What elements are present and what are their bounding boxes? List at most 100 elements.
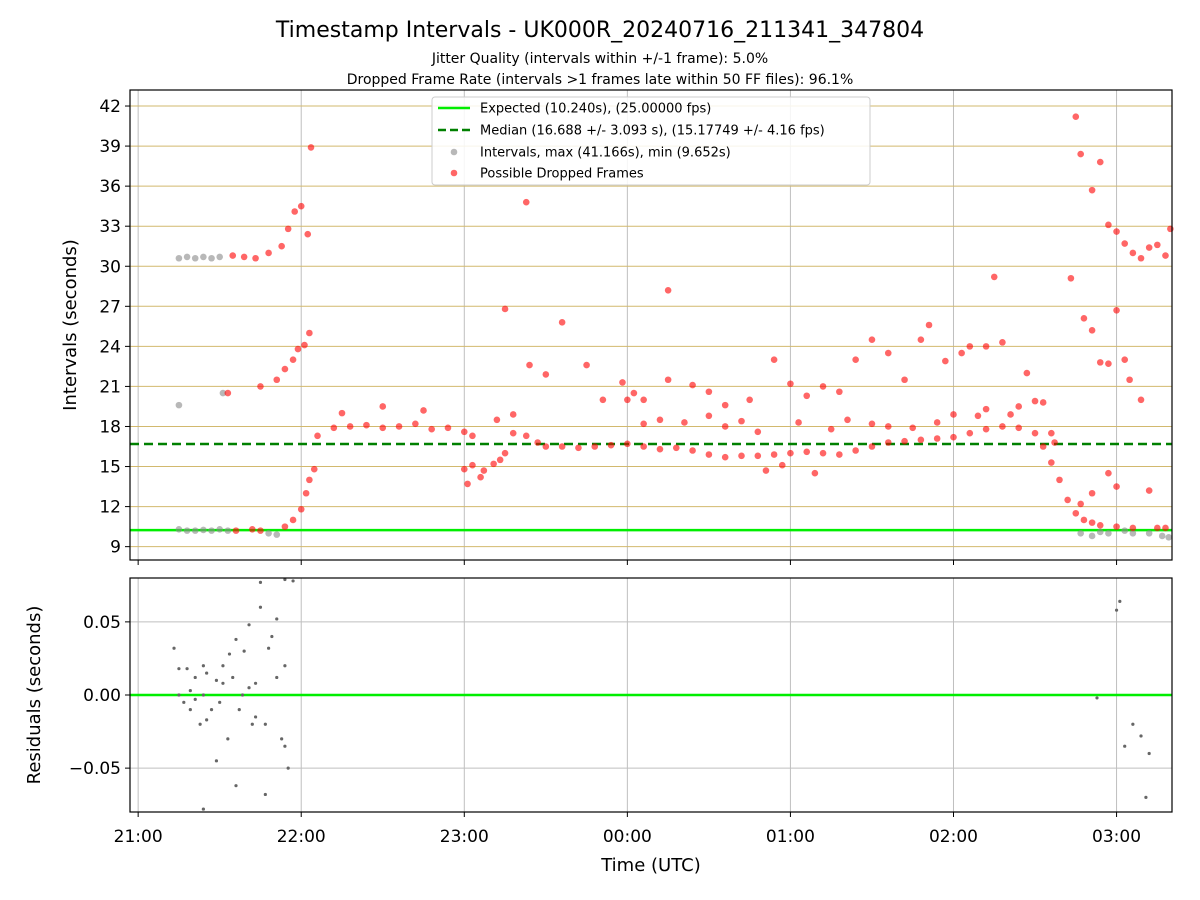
dropped-frame-point [1039,443,1047,450]
dropped-frame-point [966,429,974,437]
dropped-frame-point [827,425,835,433]
residual-point [1118,599,1122,604]
dropped-frame-point [1023,369,1031,377]
chart-subtitle-dropped: Dropped Frame Rate (intervals >1 frames … [347,72,854,88]
dropped-frame-point [705,451,713,458]
dropped-frame-point [778,461,786,469]
top-ytick-label: 9 [110,538,121,558]
bottom-ytick-label: −0.05 [69,759,121,779]
residual-point [291,579,295,583]
dropped-frame-point [884,439,892,446]
interval-point [1121,527,1129,534]
dropped-frame-point [297,505,305,513]
dropped-frame-point [379,403,387,410]
interval-point [208,254,215,262]
dropped-frame-point [1137,396,1145,404]
dropped-frame-point [624,440,631,448]
dropped-frame-point [982,425,990,433]
dropped-frame-point [795,419,802,426]
top-ytick-label: 27 [99,297,121,317]
legend-median-label: Median (16.688 +/- 3.093 s), (15.17749 +… [480,124,825,139]
dropped-frame-point [1031,429,1039,437]
dropped-frame-point [291,208,298,215]
top-ytick-label: 33 [99,217,121,237]
dropped-frame-point [428,425,435,433]
dropped-frame-point [1126,376,1133,384]
dropped-frame-point [1145,244,1153,251]
dropped-frame-point [640,420,647,428]
dropped-frame-point [819,449,827,457]
residual-point [201,664,205,668]
top-ytick-label: 12 [99,498,121,518]
dropped-frame-point [477,473,484,481]
xtick-label: 01:00 [766,827,815,847]
dropped-frame-point [304,230,312,238]
dropped-frame-point [395,423,403,430]
dropped-frame-point [1067,274,1075,282]
interval-point [175,401,183,409]
residual-point [201,693,205,697]
residual-point [172,646,176,650]
dropped-frame-point [844,416,851,424]
residual-point [286,766,290,770]
dropped-frame-point [1105,360,1112,368]
dropped-frame-point [1048,459,1055,466]
dropped-frame-point [630,389,638,397]
dropped-frame-point [607,441,615,449]
bottom-ylabel: Residuals (seconds) [24,606,45,785]
dropped-frame-point [868,443,876,450]
residual-point [263,792,267,797]
dropped-frame-point [363,421,370,429]
residual-point [234,637,238,642]
residual-point [1095,696,1099,700]
dropped-frame-point [1080,315,1088,322]
dropped-frame-point [583,361,590,369]
dropped-frame-point [307,144,315,151]
dropped-frame-point [917,436,925,444]
dropped-frame-point [301,341,308,349]
dropped-frame-point [1167,225,1174,233]
dropped-frame-point [705,388,713,396]
residual-point [205,718,209,722]
dropped-frame-point [836,451,843,458]
residual-point [270,634,274,639]
dropped-frame-point [490,460,497,468]
dropped-frame-point [754,428,762,436]
dropped-frame-point [746,396,753,404]
dropped-frame-point [999,339,1006,346]
dropped-frame-point [509,411,517,418]
interval-point [1165,534,1173,541]
dropped-frame-point [558,443,566,450]
dropped-frame-point [265,249,272,257]
dropped-frame-point [1105,221,1112,229]
dropped-frame-point [1162,252,1169,259]
residual-point [182,700,186,704]
residual-point [258,605,263,609]
dropped-frame-point [526,361,533,369]
dropped-frame-point [496,456,504,464]
dropped-frame-point [1088,519,1096,526]
dropped-frame-point [509,429,517,437]
legend-expected-label: Expected (10.240s), (25.00000 fps) [480,102,711,117]
dropped-frame-point [640,443,647,450]
top-ytick-label: 18 [99,417,121,437]
residual-point [214,678,219,682]
residual-point [1114,608,1119,612]
dropped-frame-point [232,527,240,534]
dropped-frame-point [1096,359,1104,366]
residual-point [1139,734,1143,738]
dropped-frame-point [656,445,664,453]
dropped-frame-point [289,356,297,364]
dropped-frame-point [1129,524,1137,532]
dropped-frame-point [868,420,876,428]
dropped-frame-point [314,432,321,440]
dropped-frame-point [306,476,313,484]
residual-point [267,646,271,650]
dropped-frame-point [1007,411,1014,418]
dropped-frame-point [224,389,232,397]
interval-point [265,529,272,537]
dropped-frame-point [257,383,264,390]
residual-point [201,807,205,811]
residual-point [1144,795,1148,799]
dropped-frame-point [379,424,387,432]
